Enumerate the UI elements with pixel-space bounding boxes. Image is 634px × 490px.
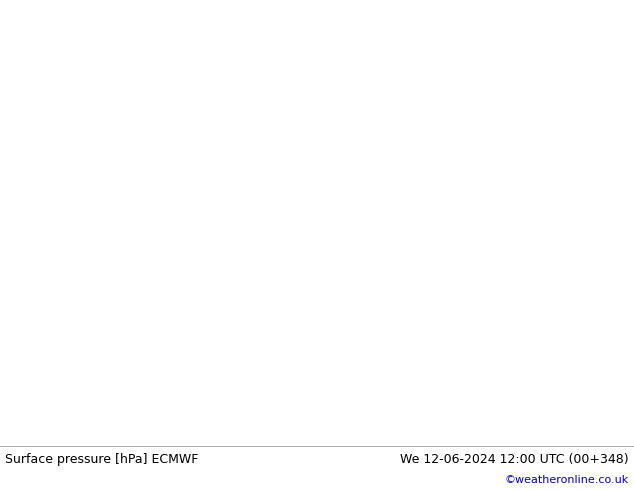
Text: Surface pressure [hPa] ECMWF: Surface pressure [hPa] ECMWF [5,453,198,466]
Text: ©weatheronline.co.uk: ©weatheronline.co.uk [505,475,629,485]
Text: We 12-06-2024 12:00 UTC (00+348): We 12-06-2024 12:00 UTC (00+348) [401,453,629,466]
